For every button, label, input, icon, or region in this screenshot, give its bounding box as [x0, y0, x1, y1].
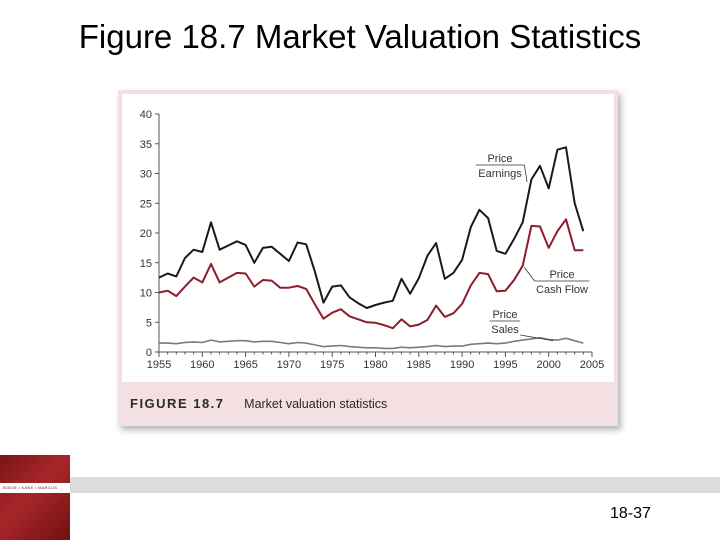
figure-caption-text: Market valuation statistics [244, 397, 388, 411]
x-tick-label: 1975 [320, 359, 344, 371]
logo-strip: BODIE • KANE • MARCUS [0, 483, 70, 493]
label-price-sales: Price Sales [489, 309, 554, 342]
y-tick-label: 40 [140, 109, 152, 121]
series-lines [158, 146, 585, 350]
label-leader-line [524, 267, 535, 282]
y-tick-label: 30 [140, 169, 152, 181]
x-tick-label: 1995 [493, 359, 517, 371]
y-tick-label: 35 [140, 139, 152, 151]
label-numerator: Price [487, 153, 512, 165]
x-tick-label: 2005 [580, 359, 604, 371]
label-denominator: Earnings [478, 168, 522, 180]
label-denominator: Cash Flow [536, 284, 588, 296]
chart-area: 0 5 10 15 20 25 30 35 40 1955 1960 1965 1970 1975 1980… [122, 94, 614, 382]
x-tick-label: 1970 [277, 359, 301, 371]
logo-text: BODIE • KANE • MARCUS [3, 485, 58, 490]
label-leader-line [524, 164, 528, 182]
price-cashflow-line [158, 218, 584, 330]
x-tick-label: 1955 [147, 359, 171, 371]
series-labels: Price Earnings Price Cash Flow Price Sales [475, 153, 590, 342]
footer-band [70, 477, 720, 493]
label-price-cashflow: Price Cash Flow [524, 267, 590, 296]
y-tick-label: 0 [146, 347, 152, 359]
x-tick-label: 1990 [450, 359, 474, 371]
figure-number: FIGURE 18.7 [130, 396, 225, 411]
label-leader-line [520, 334, 554, 342]
x-tick-label: 1965 [233, 359, 257, 371]
label-denominator: Sales [491, 324, 519, 336]
figure-panel: 0 5 10 15 20 25 30 35 40 1955 1960 1965 1970 1975 1980… [118, 90, 618, 426]
x-tick-label: 2000 [536, 359, 560, 371]
valuation-line-chart: 0 5 10 15 20 25 30 35 40 1955 1960 1965 1970 1975 1980… [140, 109, 604, 371]
x-tick-label: 1980 [363, 359, 387, 371]
y-tick-label: 15 [140, 258, 152, 270]
y-tick-label: 20 [140, 228, 152, 240]
y-tick-label: 5 [146, 317, 152, 329]
y-tick-label: 10 [140, 288, 152, 300]
slide-number: 18-37 [610, 505, 651, 522]
label-price-earnings: Price Earnings [475, 153, 528, 182]
x-tick-label: 1985 [407, 359, 431, 371]
slide-title: Figure 18.7 Market Valuation Statistics [78, 18, 642, 55]
x-tick-label: 1960 [190, 359, 214, 371]
publisher-logo [0, 455, 70, 540]
label-numerator: Price [492, 309, 517, 321]
label-numerator: Price [549, 269, 574, 281]
price-sales-line [159, 336, 584, 350]
figure-caption: FIGURE 18.7 Market valuation statistics [130, 396, 387, 411]
axes: 0 5 10 15 20 25 30 35 40 1955 1960 1965 1970 1975 1980… [140, 109, 604, 371]
y-tick-label: 25 [140, 198, 152, 210]
price-earnings-line [158, 146, 585, 309]
